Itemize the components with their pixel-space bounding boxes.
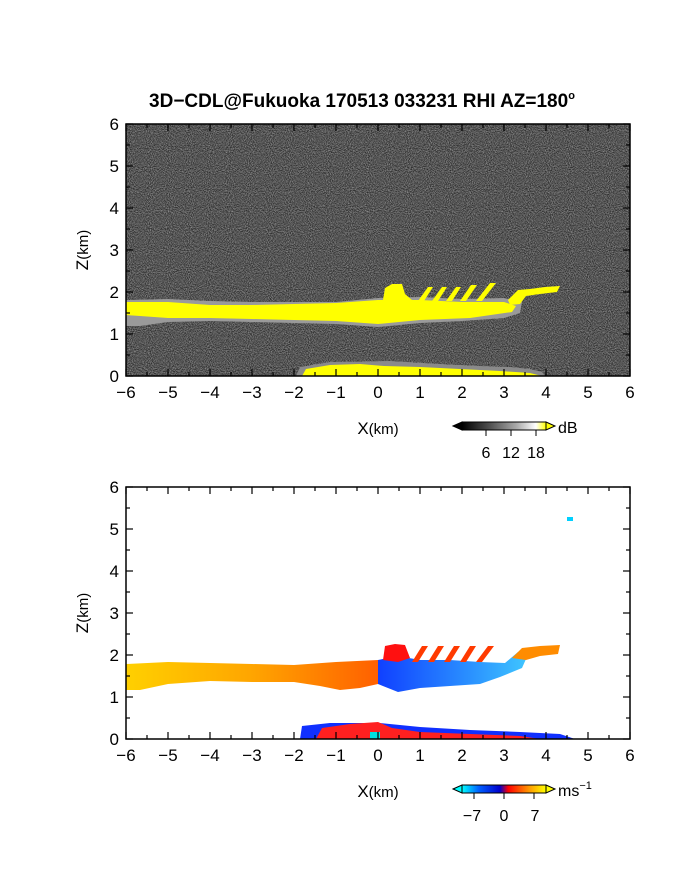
velocity-colorbar-unit: ms−1	[558, 780, 592, 800]
x-tick-label: 3	[499, 383, 508, 402]
intensity-colorbar-tick-18: 18	[527, 445, 545, 462]
intensity-cell-near-origin	[383, 284, 412, 300]
x-tick-label: −2	[284, 746, 303, 765]
y-tick-label: 0	[110, 730, 119, 749]
x-tick-label: 5	[583, 383, 592, 402]
intensity-x-axis-label-unit: (km)	[369, 421, 399, 438]
x-tick-label: 5	[583, 746, 592, 765]
velocity-plot-background	[126, 487, 630, 739]
y-tick-label: 6	[110, 115, 119, 134]
velocity-colorbar-tick-7: 7	[531, 808, 540, 825]
x-tick-label: −5	[158, 746, 177, 765]
x-tick-label: 1	[415, 383, 424, 402]
intensity-y-axis-label-unit: (km)	[75, 230, 92, 260]
figure-title: 3D−CDL@Fukuoka 170513 033231 RHI AZ=180o	[149, 90, 575, 112]
velocity-upper-streaks	[412, 646, 494, 662]
velocity-y-axis-label: Z(km)	[73, 593, 92, 633]
x-tick-label: −6	[116, 383, 135, 402]
x-tick-label: −1	[326, 746, 345, 765]
velocity-y-axis-label-main: Z	[73, 623, 92, 633]
x-tick-label: −3	[242, 746, 261, 765]
x-tick-label: 1	[415, 746, 424, 765]
intensity-colorbar: dB 6 12 18	[451, 420, 578, 462]
velocity-colorbar-unit-exp: −1	[579, 780, 592, 792]
velocity-colorbar-low-arrow	[451, 784, 463, 794]
intensity-x-tick-labels: −6 −5 −4 −3 −2 −1 0 1 2 3 4 5 6	[116, 383, 634, 402]
intensity-main-layer-core	[126, 300, 516, 324]
velocity-surface-layer-cyan-spot	[370, 732, 380, 739]
x-tick-label: 0	[373, 383, 382, 402]
velocity-y-tick-labels: 0 1 2 3 4 5 6	[110, 478, 119, 749]
y-tick-label: 3	[110, 604, 119, 623]
intensity-echoes	[126, 283, 560, 376]
y-tick-label: 5	[110, 157, 119, 176]
intensity-colorbar-tick-12: 12	[502, 445, 520, 462]
x-tick-label: −6	[116, 746, 135, 765]
x-tick-label: −4	[200, 383, 219, 402]
title-main: 3D−CDL@Fukuoka 170513 033231 RHI AZ=180	[149, 91, 568, 112]
velocity-x-axis-label-main: X	[357, 782, 368, 801]
x-tick-label: −3	[242, 383, 261, 402]
y-tick-label: 5	[110, 520, 119, 539]
velocity-x-tick-labels: −6 −5 −4 −3 −2 −1 0 1 2 3 4 5 6	[116, 746, 634, 765]
velocity-colorbar-bar	[461, 784, 547, 794]
x-tick-label: 6	[625, 383, 634, 402]
intensity-y-axis-label: Z(km)	[73, 230, 92, 270]
x-tick-label: 4	[541, 746, 550, 765]
velocity-x-axis-label: X(km)	[357, 782, 398, 801]
y-tick-label: 1	[110, 325, 119, 344]
intensity-x-axis-label-main: X	[357, 419, 368, 438]
x-tick-label: 2	[457, 383, 466, 402]
velocity-colorbar-tick-0: 0	[500, 808, 509, 825]
y-tick-label: 2	[110, 646, 119, 665]
velocity-colorbar-high-arrow	[545, 784, 557, 794]
y-tick-label: 0	[110, 367, 119, 386]
y-tick-label: 3	[110, 241, 119, 260]
intensity-surface-layer-core	[302, 364, 542, 376]
velocity-east-tail	[512, 645, 560, 660]
intensity-colorbar-tick-6: 6	[482, 445, 491, 462]
velocity-echoes	[126, 517, 575, 739]
x-tick-label: 6	[625, 746, 634, 765]
intensity-colorbar-unit: dB	[558, 420, 578, 437]
x-tick-label: −2	[284, 383, 303, 402]
title-degree-symbol: o	[568, 90, 575, 102]
intensity-y-tick-labels: 0 1 2 3 4 5 6	[110, 115, 119, 386]
velocity-y-axis-label-unit: (km)	[75, 593, 92, 623]
x-tick-label: −5	[158, 383, 177, 402]
intensity-colorbar-high-arrow	[545, 421, 557, 431]
velocity-main-layer-west	[126, 660, 378, 690]
x-tick-label: 2	[457, 746, 466, 765]
x-tick-label: 4	[541, 383, 550, 402]
intensity-upper-streaks	[418, 283, 496, 301]
velocity-isolated-echo	[567, 517, 573, 521]
intensity-y-axis-label-main: Z	[73, 260, 92, 270]
intensity-east-tail	[508, 286, 560, 305]
velocity-cell-near-origin	[383, 644, 410, 662]
velocity-colorbar-unit-main: ms	[558, 783, 579, 800]
y-tick-label: 6	[110, 478, 119, 497]
velocity-axis-ticks	[125, 486, 631, 740]
x-tick-label: −4	[200, 746, 219, 765]
intensity-colorbar-bar	[461, 421, 547, 431]
y-tick-label: 4	[110, 562, 119, 581]
y-tick-label: 2	[110, 283, 119, 302]
x-tick-label: 3	[499, 746, 508, 765]
y-tick-label: 1	[110, 688, 119, 707]
velocity-colorbar: ms−1 −7 0 7	[451, 780, 592, 825]
velocity-colorbar-tick-neg7: −7	[463, 808, 481, 825]
intensity-x-axis-label: X(km)	[357, 419, 398, 438]
velocity-x-axis-label-unit: (km)	[369, 784, 399, 801]
x-tick-label: −1	[326, 383, 345, 402]
y-tick-label: 4	[110, 199, 119, 218]
intensity-colorbar-low-arrow	[451, 421, 463, 431]
intensity-noise-texture	[126, 124, 630, 376]
x-tick-label: 0	[373, 746, 382, 765]
intensity-axis-ticks	[125, 123, 631, 377]
